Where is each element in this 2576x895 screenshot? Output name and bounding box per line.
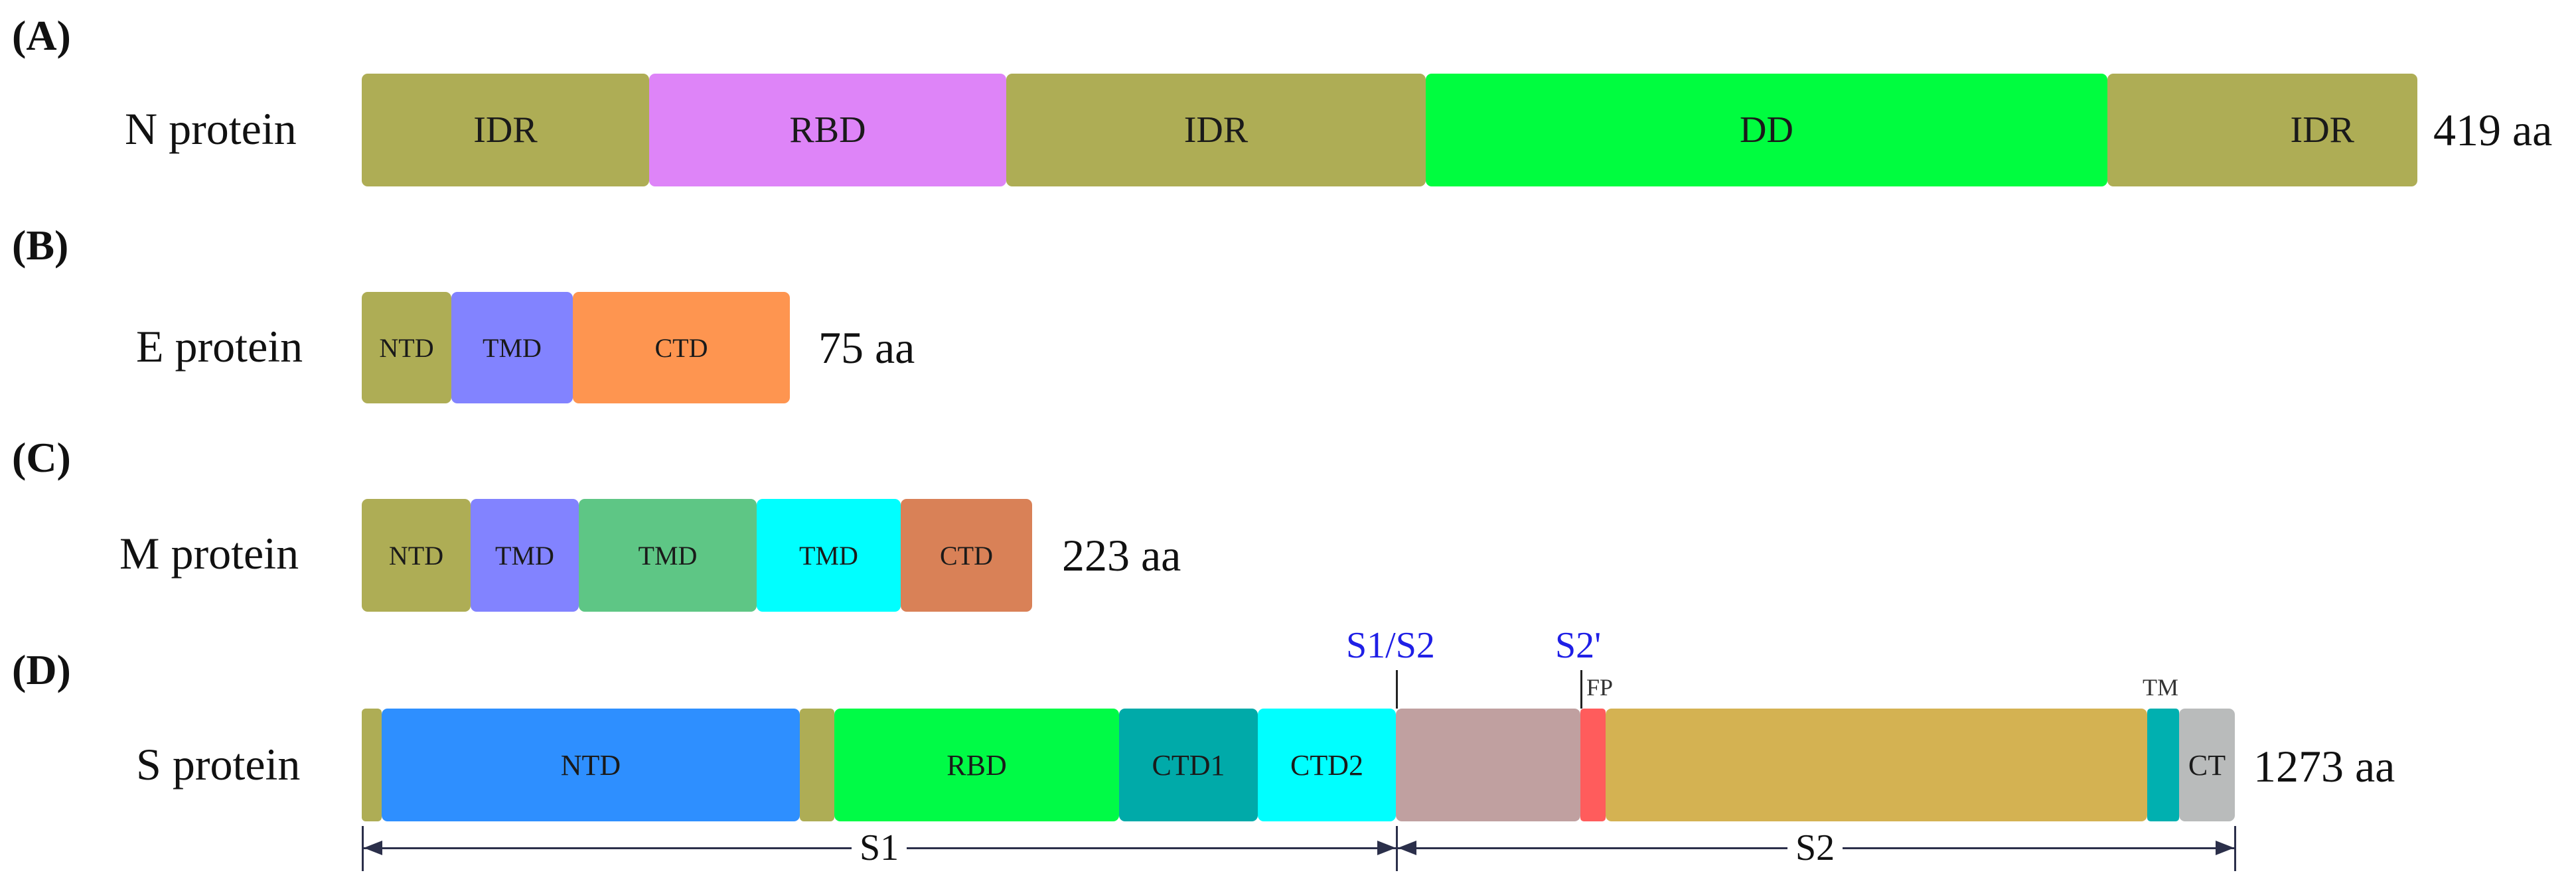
arrowhead-s1-right — [1377, 841, 1396, 855]
mark-fp: FP — [1586, 674, 1614, 701]
span-label-s1: S1 — [852, 829, 907, 866]
protein-name-s: S protein — [136, 739, 301, 790]
panel-label-b: (B) — [12, 222, 69, 269]
span-cap-s2-end — [2234, 826, 2236, 871]
e-domain-ntd: NTD — [362, 292, 451, 403]
m-domain-tmd-1: TMD — [471, 499, 579, 612]
e-length: 75 aa — [818, 322, 915, 373]
m-length: 223 aa — [1062, 530, 1181, 581]
s-domain-ctd2: CTD2 — [1258, 709, 1396, 821]
e-domain-tmd: TMD — [451, 292, 573, 403]
n-length: 419 aa — [2433, 105, 2553, 155]
protein-name-e: E protein — [136, 321, 303, 372]
mark-tm: TM — [2143, 674, 2178, 701]
arrowhead-s2-left — [1398, 841, 1416, 855]
arrowhead-s1-left — [364, 841, 382, 855]
s-domain-ntd: NTD — [382, 709, 800, 821]
m-domain-ctd: CTD — [901, 499, 1032, 612]
m-domain-ntd: NTD — [362, 499, 471, 612]
s-segment-linker — [800, 709, 834, 821]
protein-name-n: N protein — [125, 103, 297, 154]
site-tick-s1-s2 — [1396, 670, 1398, 709]
s-domain-rbd: RBD — [834, 709, 1119, 821]
span-cap-s1-s2-boundary — [1396, 826, 1398, 871]
n-domain-dd: DD — [1426, 74, 2107, 186]
s-domain-ctd1: CTD1 — [1119, 709, 1258, 821]
s-segment-signal — [362, 709, 382, 821]
e-domain-ctd: CTD — [573, 292, 790, 403]
panel-label-a: (A) — [12, 12, 71, 59]
s-segment-fp — [1580, 709, 1606, 821]
n-domain-idr-2: IDR — [1006, 74, 1426, 186]
n-domain-rbd: RBD — [649, 74, 1006, 186]
m-domain-tmd-2: TMD — [579, 499, 757, 612]
m-domain-tmd-3: TMD — [757, 499, 901, 612]
span-cap-s1-start — [362, 826, 364, 871]
protein-name-m: M protein — [119, 528, 299, 579]
panel-label-c: (C) — [12, 434, 71, 481]
s-domain-ct: CT — [2179, 709, 2235, 821]
site-label-s1-s2: S1/S2 — [1346, 625, 1435, 666]
site-label-s2-prime: S2' — [1555, 625, 1602, 666]
s-segment-s2 — [1606, 709, 2147, 821]
site-tick-s2-prime — [1580, 670, 1582, 709]
s-length: 1273 aa — [2253, 741, 2395, 792]
panel-label-d: (D) — [12, 646, 71, 693]
s-segment-tm — [2147, 709, 2179, 821]
n-domain-idr-3: IDR — [2107, 74, 2417, 186]
s-segment-cleavage-region — [1396, 709, 1580, 821]
arrowhead-s2-right — [2216, 841, 2234, 855]
n-domain-idr-1: IDR — [362, 74, 649, 186]
span-label-s2: S2 — [1787, 829, 1843, 866]
